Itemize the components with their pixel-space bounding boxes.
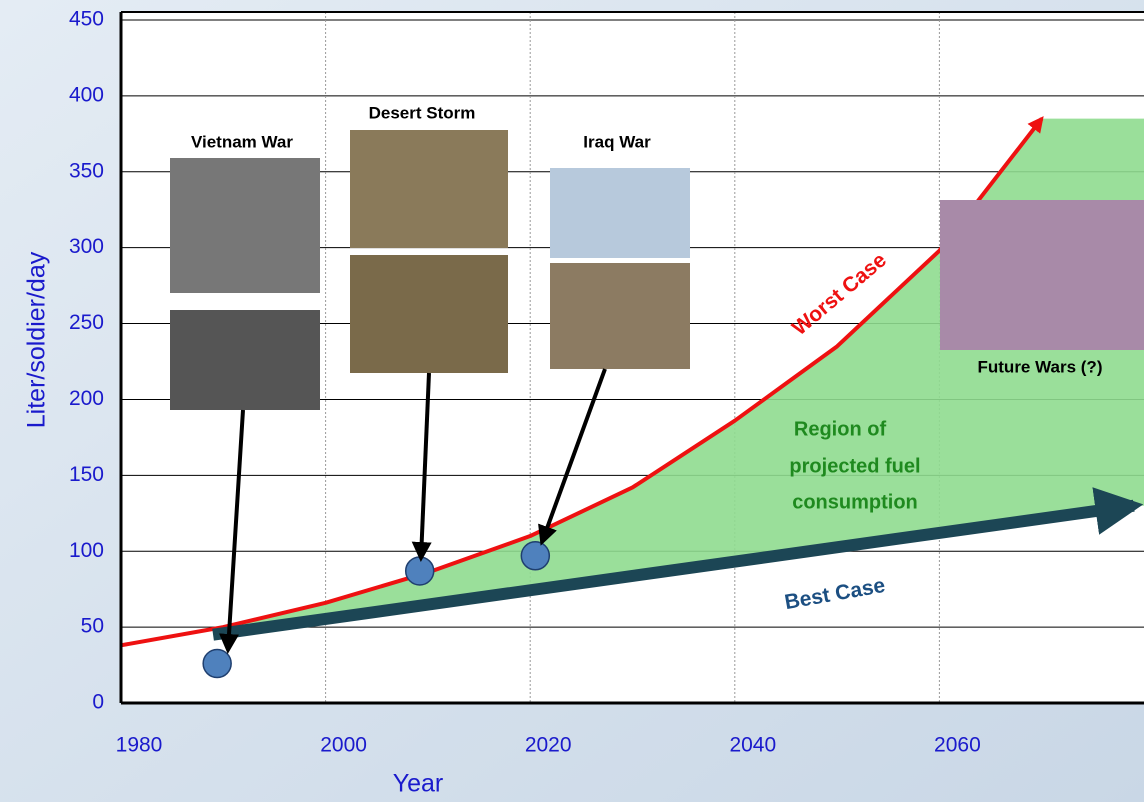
region-label: projected fuel <box>789 455 920 477</box>
region-label: Region of <box>794 418 887 440</box>
photo <box>170 158 320 293</box>
x-tick-label: 2000 <box>320 734 367 757</box>
photo <box>350 130 508 248</box>
projected-region <box>213 118 1144 635</box>
y-tick-label: 200 <box>69 387 104 410</box>
annotation: Vietnam War <box>191 132 293 151</box>
x-axis-title: Year <box>393 770 444 798</box>
pointer-arrow <box>538 368 607 546</box>
region-label: consumption <box>792 491 918 513</box>
y-tick-label: 250 <box>69 311 104 334</box>
series-line <box>212 487 1144 641</box>
photos <box>170 130 1144 654</box>
series-line <box>120 116 1044 648</box>
annotation: Desert Storm <box>369 103 476 122</box>
y-tick-label: 50 <box>81 615 104 638</box>
pointer-arrow <box>219 409 245 654</box>
photo <box>350 255 508 373</box>
y-tick-label: 400 <box>69 83 104 106</box>
y-tick-label: 150 <box>69 463 104 486</box>
photo <box>550 168 690 258</box>
photo <box>170 310 320 410</box>
x-tick-label: 2060 <box>934 734 981 757</box>
data-point <box>404 556 435 586</box>
y-tick-label: 100 <box>69 539 104 562</box>
x-tick-label: 2020 <box>525 734 572 757</box>
annotation: Iraq War <box>583 132 651 151</box>
x-tick-label: 1980 <box>116 734 163 757</box>
data-point <box>202 648 232 679</box>
photo <box>550 263 690 369</box>
data-point <box>520 541 551 571</box>
y-tick-label: 300 <box>69 235 104 258</box>
annotation: Future Wars (?) <box>978 357 1103 376</box>
y-tick-label: 450 <box>69 8 104 31</box>
y-axis-title: Liter/soldier/day <box>23 251 51 428</box>
y-tick-label: 350 <box>69 159 104 182</box>
photo <box>940 200 1144 350</box>
pointer-arrow <box>411 372 432 562</box>
x-tick-label: 2040 <box>729 734 776 757</box>
y-tick-label: 0 <box>92 691 104 714</box>
